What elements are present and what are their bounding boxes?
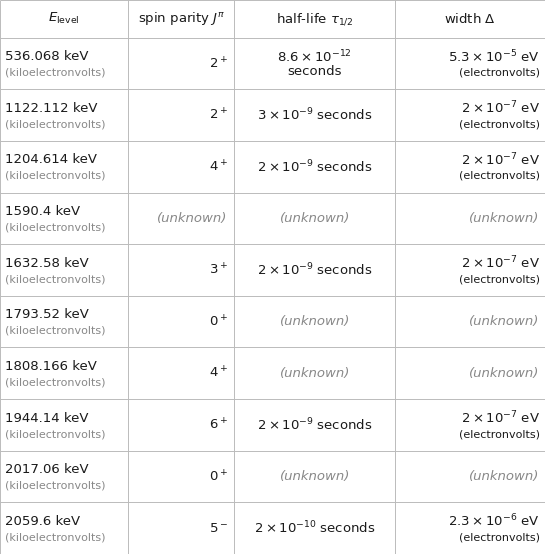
Text: 1632.58 keV: 1632.58 keV (5, 257, 89, 270)
Text: 4$^+$: 4$^+$ (209, 159, 228, 175)
Text: $2\times10^{-9}$ seconds: $2\times10^{-9}$ seconds (257, 158, 372, 175)
Text: (electronvolts): (electronvolts) (458, 171, 540, 181)
Text: $2\times10^{-7}$ eV: $2\times10^{-7}$ eV (461, 152, 540, 168)
Text: (kiloelectronvolts): (kiloelectronvolts) (5, 223, 106, 233)
Text: $2\times10^{-7}$ eV: $2\times10^{-7}$ eV (461, 410, 540, 427)
Text: $2\times10^{-7}$ eV: $2\times10^{-7}$ eV (461, 100, 540, 116)
Text: half-life $\tau_{1/2}$: half-life $\tau_{1/2}$ (276, 11, 354, 27)
Text: (kiloelectronvolts): (kiloelectronvolts) (5, 481, 106, 491)
Text: $2\times10^{-9}$ seconds: $2\times10^{-9}$ seconds (257, 261, 372, 278)
Text: (kiloelectronvolts): (kiloelectronvolts) (5, 68, 106, 78)
Text: $5.3\times10^{-5}$ eV: $5.3\times10^{-5}$ eV (448, 48, 540, 65)
Text: $2.3\times10^{-6}$ eV: $2.3\times10^{-6}$ eV (448, 513, 540, 530)
Text: $3\times10^{-9}$ seconds: $3\times10^{-9}$ seconds (257, 107, 372, 124)
Text: (kiloelectronvolts): (kiloelectronvolts) (5, 274, 106, 284)
Text: 2017.06 keV: 2017.06 keV (5, 463, 89, 476)
Text: (kiloelectronvolts): (kiloelectronvolts) (5, 326, 106, 336)
Text: (unknown): (unknown) (280, 470, 350, 483)
Text: (kiloelectronvolts): (kiloelectronvolts) (5, 377, 106, 387)
Text: $2\times10^{-7}$ eV: $2\times10^{-7}$ eV (461, 255, 540, 271)
Text: (kiloelectronvolts): (kiloelectronvolts) (5, 429, 106, 439)
Text: 0$^+$: 0$^+$ (209, 314, 228, 329)
Text: $8.6\times10^{-12}$: $8.6\times10^{-12}$ (277, 49, 352, 65)
Text: (unknown): (unknown) (280, 315, 350, 328)
Text: 1122.112 keV: 1122.112 keV (5, 102, 98, 115)
Text: 536.068 keV: 536.068 keV (5, 50, 89, 63)
Text: (unknown): (unknown) (280, 367, 350, 380)
Text: (electronvolts): (electronvolts) (458, 532, 540, 542)
Text: seconds: seconds (288, 65, 342, 78)
Text: (electronvolts): (electronvolts) (458, 119, 540, 129)
Text: 0$^+$: 0$^+$ (209, 469, 228, 484)
Text: (kiloelectronvolts): (kiloelectronvolts) (5, 119, 106, 129)
Text: (unknown): (unknown) (469, 367, 540, 380)
Text: 1793.52 keV: 1793.52 keV (5, 309, 89, 321)
Text: (electronvolts): (electronvolts) (458, 274, 540, 284)
Text: (unknown): (unknown) (469, 470, 540, 483)
Text: (electronvolts): (electronvolts) (458, 68, 540, 78)
Text: 2$^+$: 2$^+$ (209, 56, 228, 71)
Text: (kiloelectronvolts): (kiloelectronvolts) (5, 532, 106, 542)
Text: (electronvolts): (electronvolts) (458, 429, 540, 439)
Text: 1204.614 keV: 1204.614 keV (5, 153, 98, 166)
Text: $2\times10^{-9}$ seconds: $2\times10^{-9}$ seconds (257, 417, 372, 433)
Text: (unknown): (unknown) (469, 212, 540, 225)
Text: $E_\mathrm{level}$: $E_\mathrm{level}$ (49, 11, 80, 27)
Text: 1944.14 keV: 1944.14 keV (5, 412, 89, 424)
Text: $2\times10^{-10}$ seconds: $2\times10^{-10}$ seconds (254, 520, 376, 536)
Text: 5$^-$: 5$^-$ (209, 522, 228, 535)
Text: 3$^+$: 3$^+$ (209, 263, 228, 278)
Text: 1808.166 keV: 1808.166 keV (5, 360, 98, 373)
Text: (unknown): (unknown) (469, 315, 540, 328)
Text: width $\Delta$: width $\Delta$ (444, 12, 496, 26)
Text: (kiloelectronvolts): (kiloelectronvolts) (5, 171, 106, 181)
Text: 1590.4 keV: 1590.4 keV (5, 205, 81, 218)
Text: (unknown): (unknown) (280, 212, 350, 225)
Text: spin parity $J^\pi$: spin parity $J^\pi$ (138, 11, 225, 27)
Text: 4$^+$: 4$^+$ (209, 366, 228, 381)
Text: 2$^+$: 2$^+$ (209, 107, 228, 123)
Text: (unknown): (unknown) (158, 212, 228, 225)
Text: 2059.6 keV: 2059.6 keV (5, 515, 81, 528)
Text: 6$^+$: 6$^+$ (209, 417, 228, 433)
